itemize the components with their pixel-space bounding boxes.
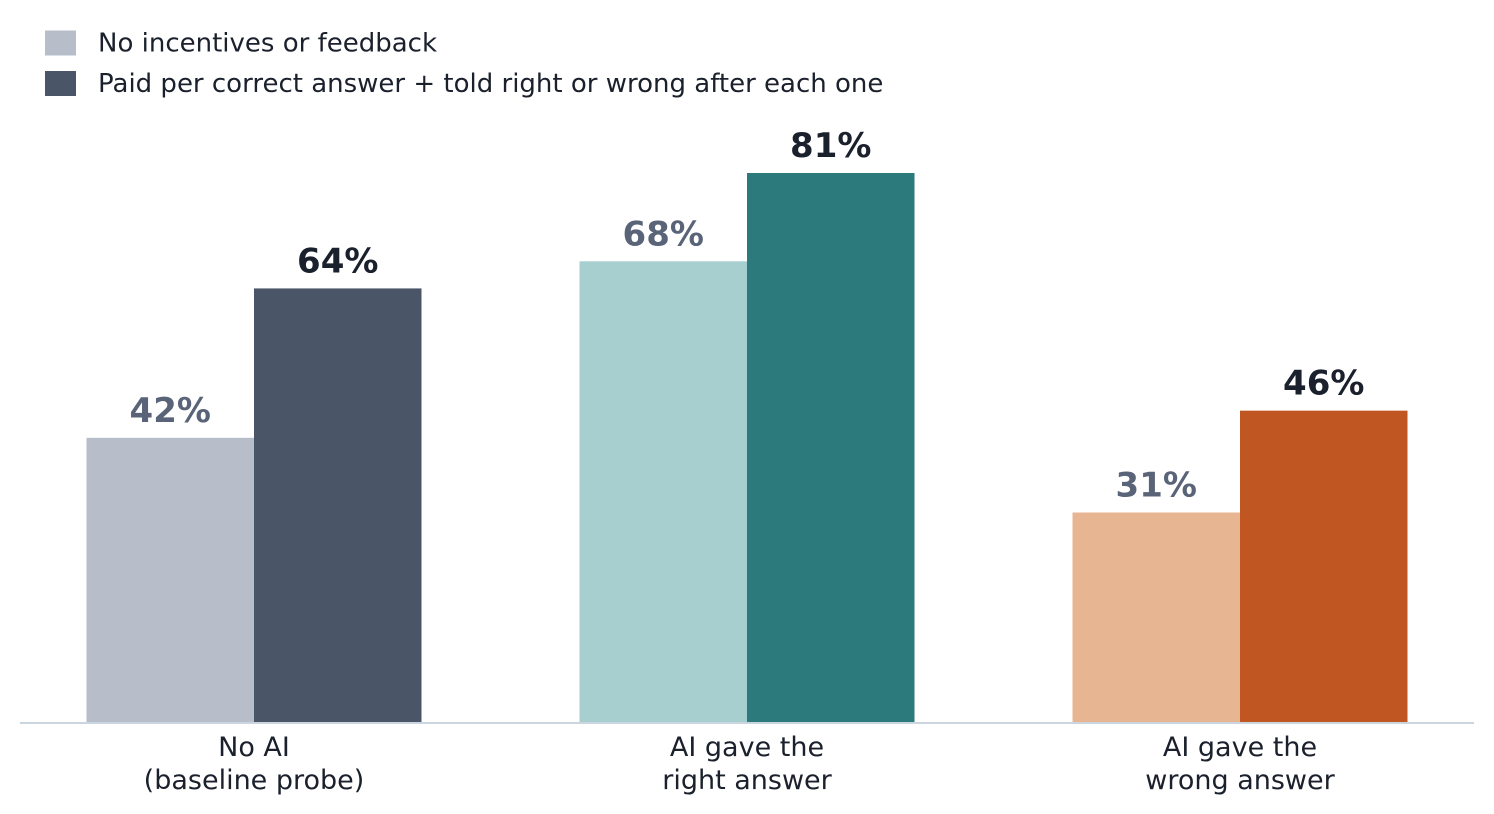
legend-swatch (45, 30, 76, 56)
bar (1240, 410, 1408, 723)
legend-swatch (45, 71, 76, 96)
value-label: 64% (297, 241, 378, 281)
value-label: 42% (130, 391, 211, 431)
legend-label: No incentives or feedback (98, 29, 437, 59)
bar (579, 261, 747, 723)
bar (254, 288, 422, 723)
bar (747, 173, 915, 723)
x-tick-label: No AI (baseline probe) (143, 732, 365, 796)
value-label: 46% (1283, 364, 1364, 404)
value-label: 68% (623, 214, 704, 254)
value-label: 31% (1116, 466, 1197, 506)
legend-label: Paid per correct answer + told right or … (98, 69, 883, 99)
x-tick-label: AI gave the wrong answer (1145, 732, 1335, 796)
bar (1072, 512, 1240, 723)
value-label: 81% (790, 126, 871, 166)
x-tick-label: AI gave the right answer (662, 732, 832, 796)
bar (86, 437, 254, 723)
